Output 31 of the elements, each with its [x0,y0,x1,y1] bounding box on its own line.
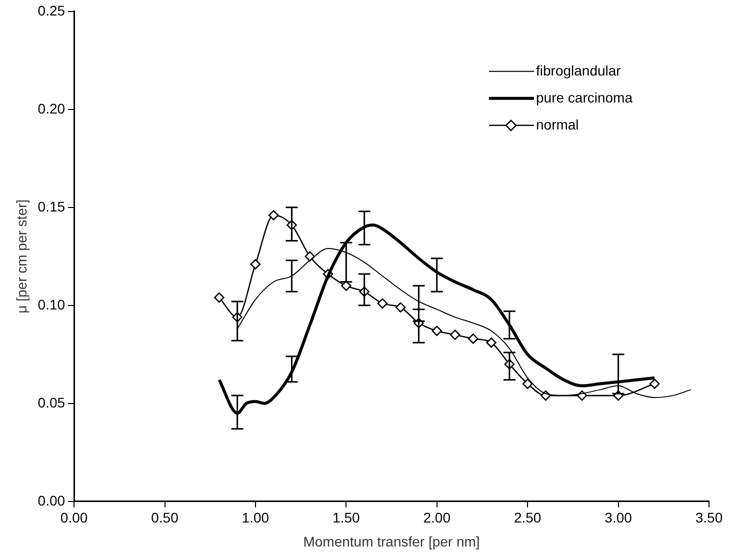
point [341,280,352,291]
point [450,330,460,340]
y-axis-title: μ [per cm per ster] [13,199,30,314]
y-tick-label: 0.15 [38,198,66,214]
x-tick-label: 3.00 [604,510,632,526]
y-tick-label: 0.05 [38,394,66,410]
x-tick-label: 2.50 [514,510,542,526]
x-tick-label: 3.50 [695,510,723,526]
x-axis-title: Momentum transfer [per nm] [303,533,480,550]
y-tick-label: 0.20 [38,100,66,116]
x-tick-label: 0.00 [60,510,88,526]
point [268,210,279,220]
y-tick-label: 0.10 [38,296,66,312]
x-tick-label: 0.50 [151,510,179,526]
point [250,259,261,270]
point [395,302,406,313]
legend-label: normal [536,116,579,132]
legend-label: pure carcinoma [536,89,633,106]
point [522,378,533,389]
x-tick-label: 1.00 [242,510,270,526]
legend-label: fibroglandular [536,62,622,78]
point [468,334,478,344]
point [214,292,224,303]
y-tick-label: 0.25 [38,2,66,18]
y-tick-label: 0.00 [38,492,66,508]
point [649,378,660,389]
point [432,326,442,336]
x-tick-label: 1.50 [332,510,360,526]
x-tick-label: 2.00 [423,510,451,526]
point [377,298,388,309]
point [486,337,496,348]
